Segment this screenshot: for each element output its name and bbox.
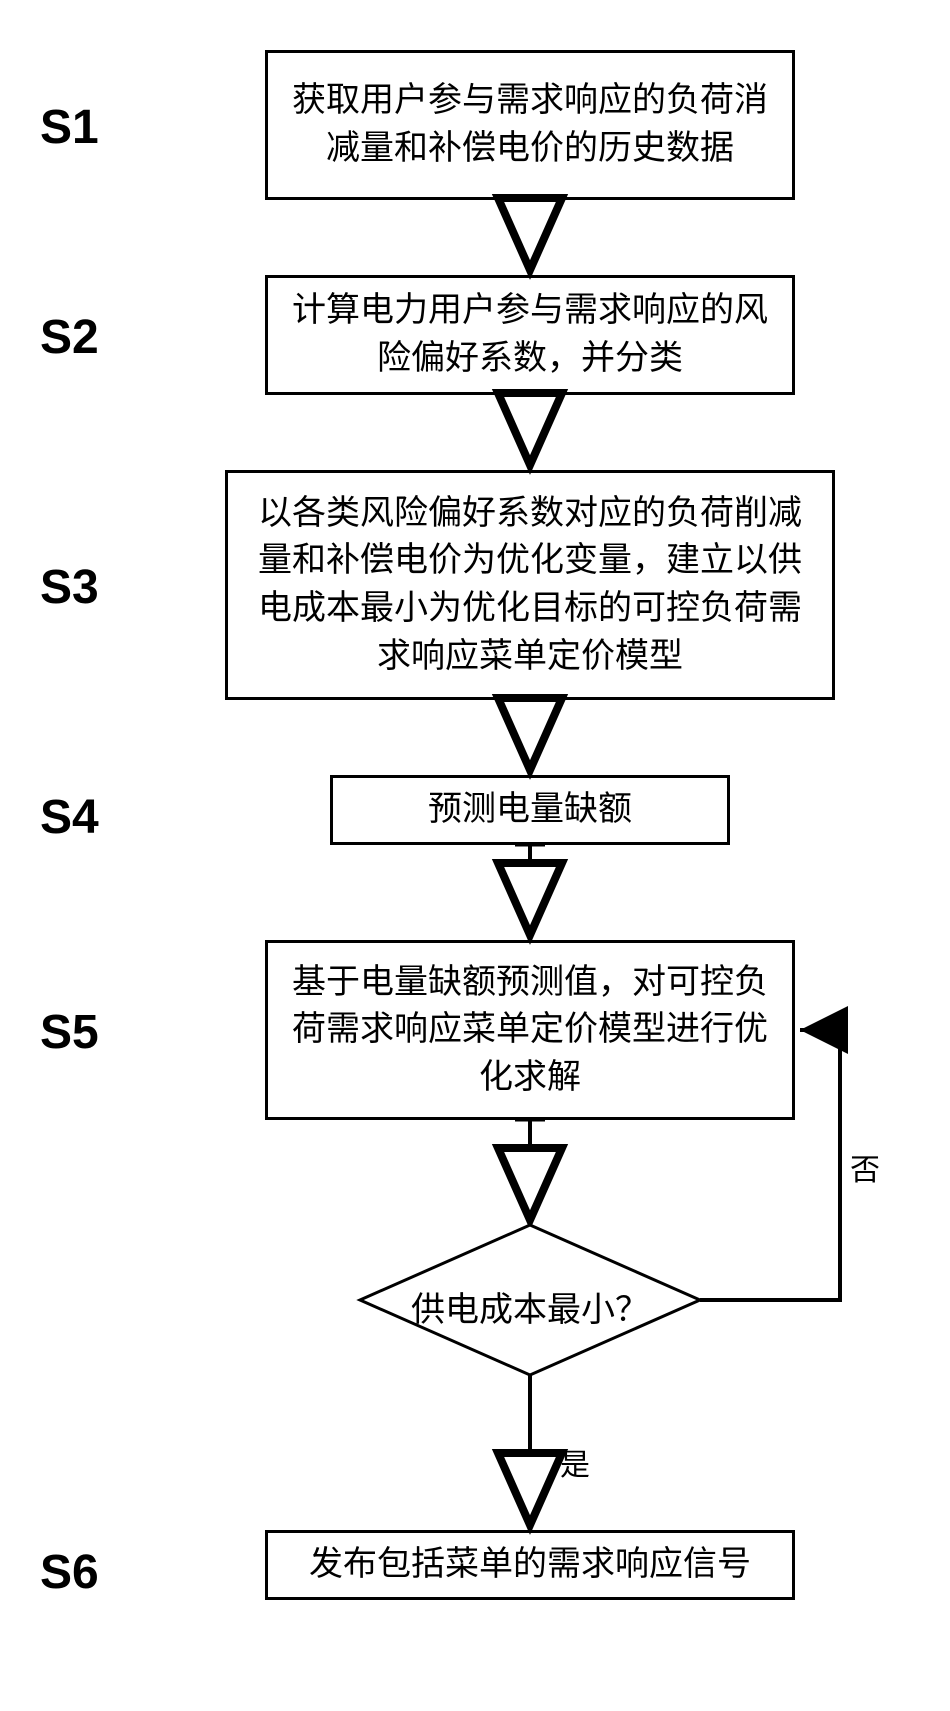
edge-label-no: 否: [850, 1145, 880, 1189]
flowchart-svg: [0, 0, 950, 1711]
edge-d1-s5-loop: [700, 1030, 840, 1300]
edge-label-yes: 是: [560, 1440, 590, 1484]
flow-node-decision: [360, 1225, 700, 1375]
